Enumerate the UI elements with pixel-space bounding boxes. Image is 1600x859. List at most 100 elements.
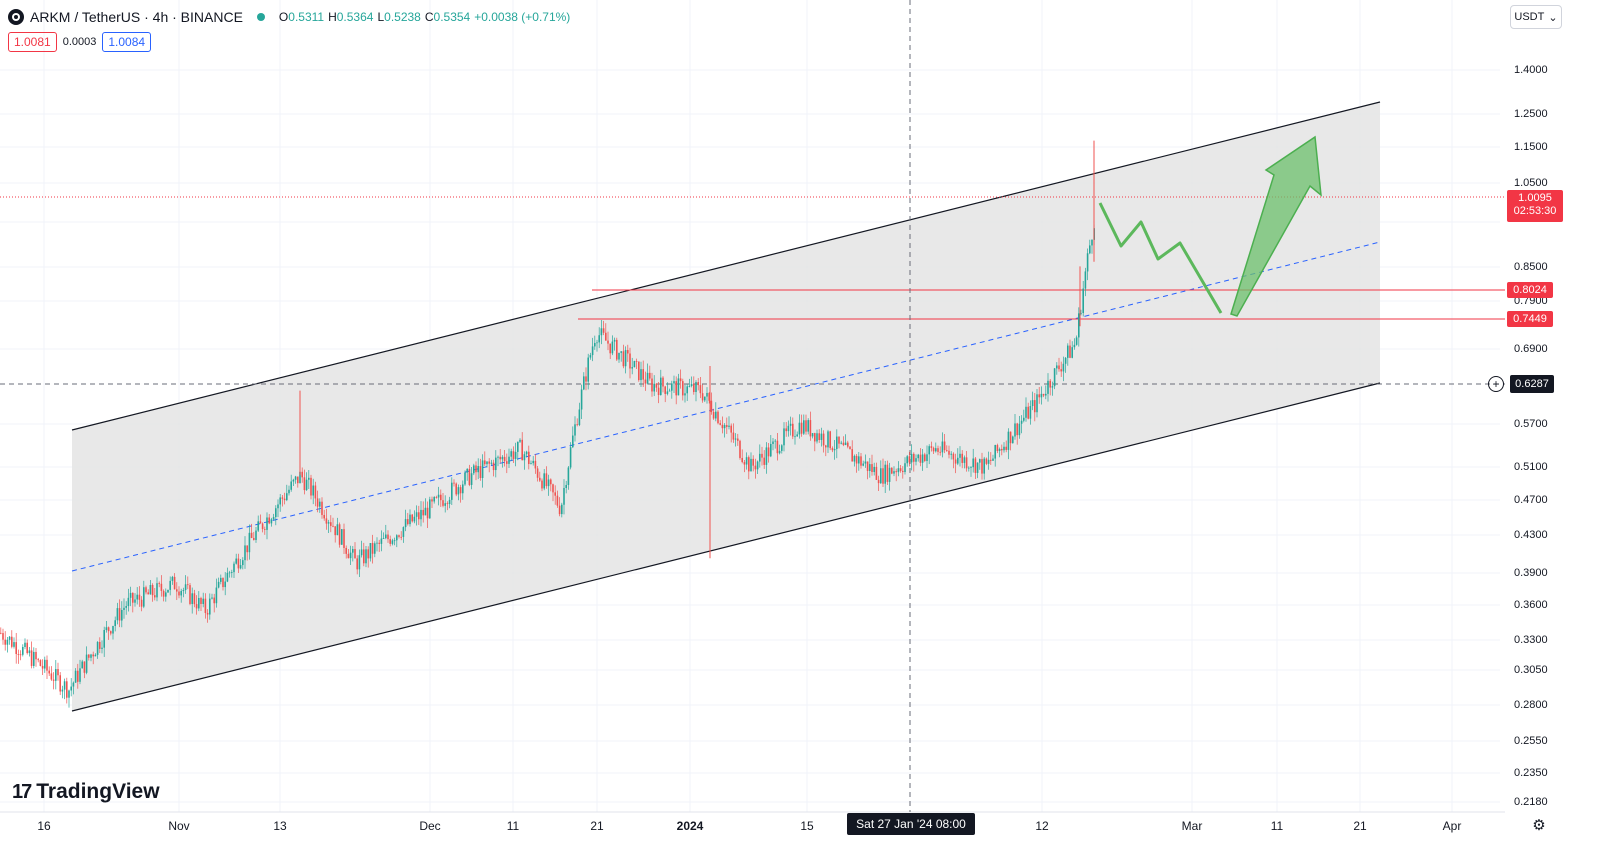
- candle-body: [525, 451, 528, 455]
- projection-zigzag[interactable]: [1098, 202, 1223, 314]
- candle-body: [831, 448, 834, 451]
- candle-body: [338, 524, 341, 545]
- time-axis-tick: 15: [800, 819, 814, 833]
- candle-body: [1012, 436, 1014, 444]
- candle-body: [1056, 365, 1058, 369]
- candle-body: [1020, 420, 1023, 424]
- candle-body: [446, 503, 449, 505]
- candle-body: [761, 453, 763, 458]
- candle-body: [380, 538, 383, 544]
- candle-body: [660, 377, 662, 396]
- candle-body: [785, 428, 787, 432]
- candle-body: [1071, 347, 1073, 358]
- candle-body: [204, 598, 207, 613]
- candle-body: [565, 484, 567, 488]
- candle-body: [530, 463, 532, 465]
- time-axis-tick: 2024: [676, 819, 704, 833]
- candle-body: [35, 651, 37, 660]
- candle-body: [809, 420, 812, 437]
- candle-body: [125, 606, 127, 608]
- tradingview-watermark[interactable]: 17 TradingView: [12, 780, 160, 804]
- candle-body: [198, 597, 200, 609]
- price-axis-tick: 0.3300: [1514, 634, 1548, 646]
- projection-arrow[interactable]: [1230, 135, 1322, 317]
- candle-body: [466, 468, 468, 473]
- candle-body: [866, 461, 869, 471]
- candle-body: [1047, 380, 1049, 394]
- candle-body: [829, 431, 831, 449]
- candle-body: [745, 457, 748, 465]
- candle-body: [123, 607, 125, 610]
- candle-body: [409, 514, 411, 525]
- candle-body: [426, 507, 429, 519]
- channel-lower-line[interactable]: [71, 382, 1381, 712]
- candle-body: [41, 665, 44, 669]
- candle-body: [840, 442, 842, 444]
- candle-body: [697, 382, 699, 386]
- currency-selector[interactable]: USDT ⌄: [1510, 5, 1562, 29]
- candle-body: [1080, 313, 1082, 314]
- candle-body: [519, 439, 521, 442]
- candle-body: [633, 361, 636, 368]
- candle-body: [217, 581, 220, 588]
- settings-gear-icon[interactable]: ⚙: [1532, 817, 1546, 834]
- current-price-label: 1.0095 02:53:30: [1507, 190, 1563, 222]
- candle-body: [402, 527, 405, 537]
- price-axis-tick: 0.3050: [1514, 664, 1548, 676]
- candle-body: [457, 487, 460, 495]
- candle-body: [594, 342, 596, 347]
- candle-body: [1038, 394, 1040, 398]
- crosshair-price-label: 0.6287: [1510, 375, 1554, 393]
- candle-body: [708, 392, 710, 401]
- candle-body: [455, 483, 457, 495]
- candle-body: [686, 386, 688, 394]
- candle-body: [129, 592, 132, 598]
- candle-body: [1086, 253, 1089, 272]
- candle-body: [765, 447, 768, 465]
- candle-body: [754, 465, 757, 470]
- candle-body: [151, 585, 154, 596]
- candle-body: [156, 583, 158, 598]
- candle-body: [917, 454, 919, 459]
- candle-body: [618, 352, 620, 360]
- candle-body: [180, 591, 182, 596]
- buy-button[interactable]: 1.0084: [102, 32, 152, 52]
- candle-body: [1051, 386, 1054, 388]
- candle-body: [363, 549, 365, 564]
- candle-body: [666, 391, 669, 394]
- tradingview-wordmark: TradingView: [36, 780, 160, 803]
- price-axis-tick: 1.4000: [1514, 64, 1548, 76]
- candle-body: [187, 584, 189, 586]
- candle-body: [319, 501, 321, 507]
- candle-body: [884, 464, 886, 484]
- candle-body: [189, 585, 191, 604]
- candle-body: [310, 477, 312, 496]
- candle-body: [646, 372, 649, 384]
- candle-body: [587, 357, 589, 382]
- symbol-title[interactable]: ARKM / TetherUS · 4h · BINANCE: [30, 9, 243, 25]
- channel-upper-line[interactable]: [71, 101, 1381, 431]
- candle-body: [1069, 345, 1071, 358]
- candle-body: [281, 497, 284, 499]
- candle-body: [147, 592, 149, 595]
- candle-body: [369, 543, 372, 559]
- sell-button[interactable]: 1.0081: [8, 32, 57, 52]
- candle-body: [677, 378, 680, 396]
- candle-body: [919, 454, 922, 463]
- candle-body: [336, 524, 339, 536]
- ohlc-value: 0.5238: [384, 10, 421, 24]
- ohlc-key: C: [424, 10, 434, 24]
- add-alert-plus-icon[interactable]: +: [1488, 376, 1504, 392]
- price-axis-tick: 1.0500: [1514, 177, 1548, 189]
- candle-body: [22, 647, 24, 655]
- candle-body: [893, 471, 895, 474]
- candle-body: [833, 449, 836, 451]
- candle-body: [1027, 406, 1029, 419]
- candle-body: [165, 592, 167, 597]
- ohlc-key: O: [278, 10, 289, 24]
- candle-body: [477, 466, 479, 473]
- parallel-channel[interactable]: [72, 102, 1380, 711]
- candle-body: [783, 428, 785, 446]
- candle-body: [393, 540, 396, 542]
